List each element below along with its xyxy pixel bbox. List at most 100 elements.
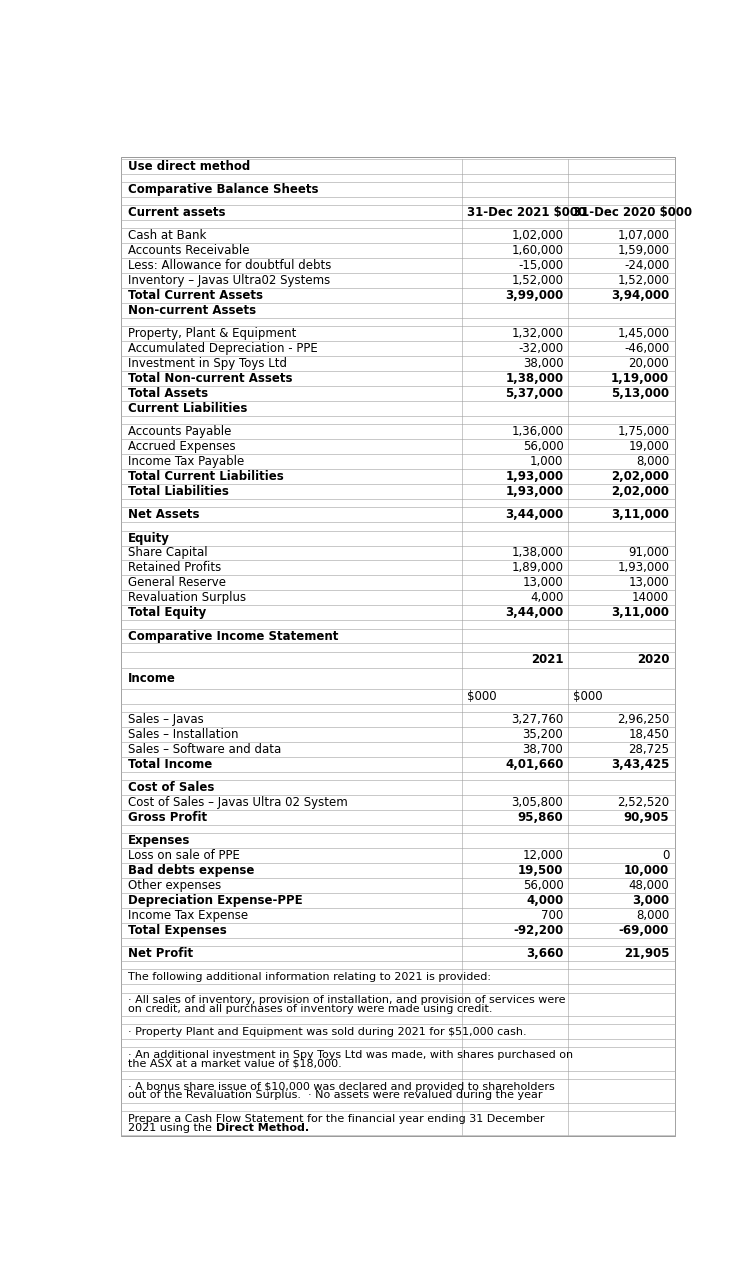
Text: -24,000: -24,000: [624, 260, 669, 273]
Text: Net Profit: Net Profit: [128, 947, 194, 960]
Text: Comparative Balance Sheets: Comparative Balance Sheets: [128, 183, 319, 196]
Text: 13,000: 13,000: [523, 576, 563, 589]
Text: Other expenses: Other expenses: [128, 879, 221, 892]
Text: · A bonus share issue of $10,000 was declared and provided to shareholders: · A bonus share issue of $10,000 was dec…: [128, 1082, 555, 1092]
Text: -32,000: -32,000: [518, 342, 563, 356]
Text: Total Expenses: Total Expenses: [128, 924, 227, 937]
Text: 1,59,000: 1,59,000: [617, 244, 669, 257]
Text: 35,200: 35,200: [523, 728, 563, 741]
Text: Retained Profits: Retained Profits: [128, 562, 221, 575]
Text: 1,75,000: 1,75,000: [617, 425, 669, 438]
Text: Property, Plant & Equipment: Property, Plant & Equipment: [128, 328, 297, 340]
Text: Sales – Installation: Sales – Installation: [128, 728, 239, 741]
Text: 20,000: 20,000: [629, 357, 669, 370]
Text: 1,02,000: 1,02,000: [511, 229, 563, 242]
Text: Sales – Javas: Sales – Javas: [128, 713, 204, 726]
Text: Income Tax Payable: Income Tax Payable: [128, 456, 245, 468]
Text: the ASX at a market value of $18,000.: the ASX at a market value of $18,000.: [128, 1059, 342, 1069]
Text: Prepare a Cash Flow Statement for the financial year ending 31 December: Prepare a Cash Flow Statement for the fi…: [128, 1114, 544, 1124]
Text: Income: Income: [128, 672, 176, 685]
Text: Direct Method.: Direct Method.: [215, 1123, 309, 1133]
Text: · Property Plant and Equipment was sold during 2021 for $51,000 cash.: · Property Plant and Equipment was sold …: [128, 1027, 527, 1037]
Text: 3,99,000: 3,99,000: [505, 289, 563, 302]
Text: -46,000: -46,000: [624, 342, 669, 356]
Text: 1,45,000: 1,45,000: [617, 328, 669, 340]
Text: 28,725: 28,725: [628, 744, 669, 756]
Text: Current Liabilities: Current Liabilities: [128, 402, 248, 415]
Text: Net Assets: Net Assets: [128, 508, 200, 521]
Text: 18,450: 18,450: [628, 728, 669, 741]
Text: Less: Allowance for doubtful debts: Less: Allowance for doubtful debts: [128, 260, 331, 273]
Text: 700: 700: [541, 909, 563, 922]
Text: · An additional investment in Spy Toys Ltd was made, with shares purchased on: · An additional investment in Spy Toys L…: [128, 1050, 573, 1060]
Text: 13,000: 13,000: [629, 576, 669, 589]
Text: 4,000: 4,000: [526, 895, 563, 908]
Text: 1,36,000: 1,36,000: [511, 425, 563, 438]
Text: 91,000: 91,000: [628, 547, 669, 559]
Text: Accounts Receivable: Accounts Receivable: [128, 244, 250, 257]
Text: Total Current Liabilities: Total Current Liabilities: [128, 470, 284, 484]
Text: Depreciation Expense-PPE: Depreciation Expense-PPE: [128, 895, 303, 908]
Text: 2,02,000: 2,02,000: [611, 485, 669, 498]
Text: 3,43,425: 3,43,425: [611, 758, 669, 771]
Text: 2021 using the: 2021 using the: [128, 1123, 215, 1133]
Text: 19,500: 19,500: [518, 864, 563, 877]
Text: 21,905: 21,905: [623, 947, 669, 960]
Text: Total Non-current Assets: Total Non-current Assets: [128, 372, 293, 385]
Text: 3,05,800: 3,05,800: [511, 796, 563, 809]
Text: 2020: 2020: [637, 653, 669, 667]
Text: Accounts Payable: Accounts Payable: [128, 425, 232, 438]
Text: on credit, and all purchases of inventory were made using credit.: on credit, and all purchases of inventor…: [128, 1004, 492, 1014]
Text: 14000: 14000: [632, 591, 669, 604]
Text: 1,89,000: 1,89,000: [511, 562, 563, 575]
Text: Income Tax Expense: Income Tax Expense: [128, 909, 248, 922]
Text: 3,44,000: 3,44,000: [505, 508, 563, 521]
Text: 2021: 2021: [531, 653, 563, 667]
Text: 48,000: 48,000: [629, 879, 669, 892]
Text: Accumulated Depreciation - PPE: Accumulated Depreciation - PPE: [128, 342, 318, 356]
Text: 4,000: 4,000: [530, 591, 563, 604]
Text: Revaluation Surplus: Revaluation Surplus: [128, 591, 246, 604]
Text: 38,700: 38,700: [523, 744, 563, 756]
Text: $000: $000: [467, 690, 497, 703]
Text: 3,660: 3,660: [526, 947, 563, 960]
Text: 2,02,000: 2,02,000: [611, 470, 669, 484]
Text: Share Capital: Share Capital: [128, 547, 208, 559]
Text: 1,38,000: 1,38,000: [505, 372, 563, 385]
Text: -69,000: -69,000: [619, 924, 669, 937]
Text: Cost of Sales: Cost of Sales: [128, 781, 215, 795]
Text: 56,000: 56,000: [523, 879, 563, 892]
Text: Cash at Bank: Cash at Bank: [128, 229, 206, 242]
Text: 2,52,520: 2,52,520: [617, 796, 669, 809]
Text: 1,60,000: 1,60,000: [511, 244, 563, 257]
Text: 3,44,000: 3,44,000: [505, 607, 563, 620]
Text: Accrued Expenses: Accrued Expenses: [128, 440, 236, 453]
Text: 1,93,000: 1,93,000: [505, 470, 563, 484]
Text: 1,93,000: 1,93,000: [505, 485, 563, 498]
Text: 1,07,000: 1,07,000: [617, 229, 669, 242]
Text: 1,93,000: 1,93,000: [617, 562, 669, 575]
Text: 19,000: 19,000: [628, 440, 669, 453]
Text: Loss on sale of PPE: Loss on sale of PPE: [128, 850, 240, 863]
Text: Gross Profit: Gross Profit: [128, 812, 207, 824]
Text: · All sales of inventory, provision of installation, and provision of services w: · All sales of inventory, provision of i…: [128, 995, 566, 1005]
Text: -92,200: -92,200: [513, 924, 563, 937]
Text: Investment in Spy Toys Ltd: Investment in Spy Toys Ltd: [128, 357, 287, 370]
Text: 2,96,250: 2,96,250: [617, 713, 669, 726]
Text: Total Liabilities: Total Liabilities: [128, 485, 229, 498]
Text: Equity: Equity: [128, 531, 170, 544]
Text: 90,905: 90,905: [623, 812, 669, 824]
Text: Comparative Income Statement: Comparative Income Statement: [128, 630, 339, 643]
Text: 12,000: 12,000: [523, 850, 563, 863]
Text: General Reserve: General Reserve: [128, 576, 226, 589]
Text: Current assets: Current assets: [128, 206, 226, 219]
Text: $000: $000: [574, 690, 603, 703]
Text: Use direct method: Use direct method: [128, 160, 251, 173]
Text: Total Current Assets: Total Current Assets: [128, 289, 264, 302]
Text: Total Assets: Total Assets: [128, 388, 209, 401]
Text: out of the Revaluation Surplus.  · No assets were revalued during the year: out of the Revaluation Surplus. · No ass…: [128, 1091, 543, 1101]
Text: 31-Dec 2021 $000: 31-Dec 2021 $000: [467, 206, 587, 219]
Text: 1,19,000: 1,19,000: [611, 372, 669, 385]
Text: 1,52,000: 1,52,000: [617, 274, 669, 287]
Text: 38,000: 38,000: [523, 357, 563, 370]
